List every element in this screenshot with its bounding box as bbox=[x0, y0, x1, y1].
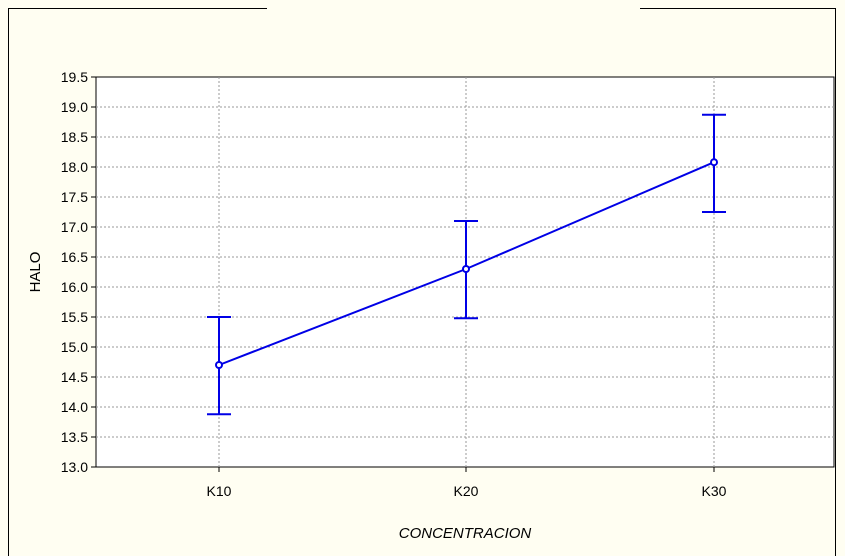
y-tick-label: 18.0 bbox=[61, 159, 88, 175]
y-tick-label: 15.0 bbox=[61, 339, 88, 355]
y-tick-label: 16.0 bbox=[61, 279, 88, 295]
y-tick-label: 17.5 bbox=[61, 189, 88, 205]
x-tick-label: K20 bbox=[454, 483, 479, 499]
y-tick-label: 14.5 bbox=[61, 369, 88, 385]
y-tick-label: 19.0 bbox=[61, 99, 88, 115]
y-tick-label: 16.5 bbox=[61, 249, 88, 265]
y-tick-label: 19.5 bbox=[61, 69, 88, 85]
y-axis-label: HALO bbox=[27, 252, 44, 293]
x-axis: K10 K20 K30 bbox=[207, 467, 727, 499]
y-axis: 13.0 13.5 14.0 14.5 15.0 15.5 16.0 16.5 17.0 17.5… bbox=[61, 69, 96, 475]
data-point bbox=[215, 361, 223, 369]
y-tick-label: 13.5 bbox=[61, 429, 88, 445]
y-tick-label: 15.5 bbox=[61, 309, 88, 325]
data-point bbox=[462, 265, 470, 273]
x-axis-label: CONCENTRACION bbox=[399, 525, 532, 542]
y-tick-label: 14.0 bbox=[61, 399, 88, 415]
data-points bbox=[215, 158, 718, 369]
data-point bbox=[710, 158, 718, 167]
y-tick-label: 13.0 bbox=[61, 459, 88, 475]
x-tick-label: K30 bbox=[702, 483, 727, 499]
x-tick-label: K10 bbox=[207, 483, 232, 499]
y-tick-label: 17.0 bbox=[61, 219, 88, 235]
y-tick-label: 18.5 bbox=[61, 129, 88, 145]
